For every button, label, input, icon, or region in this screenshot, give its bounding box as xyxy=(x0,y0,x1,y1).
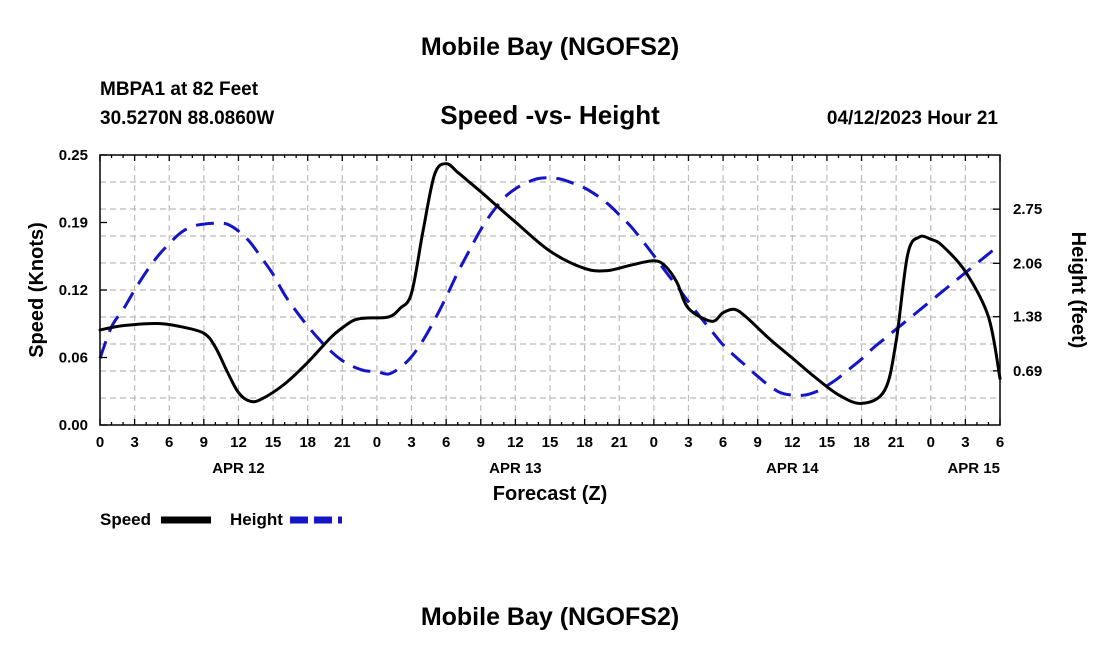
y2-tick-label: 1.38 xyxy=(1013,309,1042,326)
chart-subtitle: Speed -vs- Height xyxy=(440,100,660,130)
x-tick-label: 6 xyxy=(165,434,173,451)
legend: Speed Height xyxy=(100,510,342,529)
x-tick-label: 6 xyxy=(442,434,450,451)
x-tick-label: 3 xyxy=(130,434,138,451)
y-tick-label: 0.00 xyxy=(59,417,88,434)
x-tick-label: 3 xyxy=(407,434,415,451)
date-label: APR 13 xyxy=(489,460,542,477)
y-tick-label: 0.06 xyxy=(59,350,88,367)
x-axis-label: Forecast (Z) xyxy=(493,483,607,505)
speed-series-line xyxy=(98,162,1002,405)
x-tick-label: 15 xyxy=(265,434,282,451)
y-tick-label: 0.25 xyxy=(59,147,88,164)
x-tick-label: 9 xyxy=(754,434,762,451)
axis-ticks: 0 3 6 9 12 15 18 21 0 3 6 9 12 15 18 21 0 3 6 9 12 15 18 21 0 3 6 A… xyxy=(59,147,1042,477)
x-tick-label: 18 xyxy=(299,434,316,451)
y2-tick-label: 2.75 xyxy=(1013,201,1042,218)
x-tick-label: 12 xyxy=(230,434,247,451)
date-label: APR 12 xyxy=(212,460,265,477)
y-tick-label: 0.12 xyxy=(59,282,88,299)
footer-title: Mobile Bay (NGOFS2) xyxy=(421,603,679,631)
x-tick-label: 18 xyxy=(853,434,870,451)
x-tick-label: 12 xyxy=(507,434,524,451)
x-tick-label: 9 xyxy=(477,434,485,451)
x-tick-label: 0 xyxy=(96,434,104,451)
x-tick-label: 15 xyxy=(542,434,559,451)
coordinates-label: 30.5270N 88.0860W xyxy=(100,108,274,129)
x-tick-label: 6 xyxy=(996,434,1004,451)
station-label: MBPA1 at 82 Feet xyxy=(100,79,259,100)
x-tick-label: 15 xyxy=(819,434,836,451)
x-tick-label: 0 xyxy=(373,434,381,451)
date-label: APR 14 xyxy=(766,460,819,477)
x-tick-label: 3 xyxy=(961,434,969,451)
x-tick-label: 18 xyxy=(576,434,593,451)
height-series-line xyxy=(98,176,1001,398)
legend-height-label: Height xyxy=(230,510,283,529)
date-label: APR 15 xyxy=(947,460,1000,477)
x-tick-label: 0 xyxy=(650,434,658,451)
forecast-datetime: 04/12/2023 Hour 21 xyxy=(827,108,999,129)
y2-tick-label: 2.06 xyxy=(1013,255,1042,272)
y2-tick-label: 0.69 xyxy=(1013,363,1042,380)
series-group xyxy=(98,162,1002,405)
main-title: Mobile Bay (NGOFS2) xyxy=(421,33,679,61)
x-tick-label: 21 xyxy=(611,434,628,451)
x-tick-label: 6 xyxy=(719,434,727,451)
grid-lines xyxy=(100,155,1000,425)
x-tick-label: 0 xyxy=(927,434,935,451)
x-tick-label: 9 xyxy=(200,434,208,451)
y-tick-label: 0.19 xyxy=(59,215,88,232)
x-tick-label: 21 xyxy=(888,434,905,451)
y2-axis-label: Height (feet) xyxy=(1067,232,1089,349)
x-tick-label: 3 xyxy=(684,434,692,451)
y-axis-label: Speed (Knots) xyxy=(26,222,48,358)
x-tick-label: 21 xyxy=(334,434,351,451)
legend-speed-label: Speed xyxy=(100,510,151,529)
x-tick-label: 12 xyxy=(784,434,801,451)
